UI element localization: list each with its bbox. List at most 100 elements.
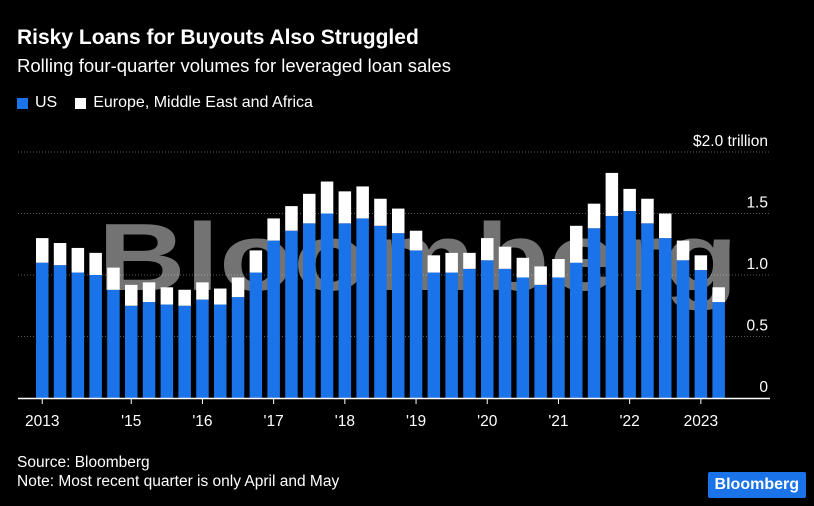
bar-emea bbox=[214, 288, 227, 305]
legend-item-emea: Europe, Middle East and Africa bbox=[75, 94, 313, 112]
bar-us bbox=[53, 265, 67, 398]
bar-emea bbox=[534, 266, 547, 285]
bar-emea bbox=[196, 282, 209, 300]
bar-emea bbox=[178, 289, 191, 306]
bar-us bbox=[303, 223, 316, 398]
bar-emea bbox=[498, 246, 512, 269]
bar-us bbox=[445, 272, 458, 398]
bar-emea bbox=[605, 172, 619, 216]
x-tick-label: '20 bbox=[477, 413, 498, 430]
bar-emea bbox=[427, 255, 441, 273]
bar-emea bbox=[712, 287, 725, 303]
bar-emea bbox=[356, 186, 369, 219]
bar-us bbox=[214, 304, 227, 398]
bar-emea bbox=[231, 277, 245, 298]
bar-us bbox=[107, 289, 120, 398]
legend-label-us: US bbox=[35, 94, 58, 111]
bar-emea bbox=[71, 247, 85, 273]
stacked-bar-chart: 00.51.01.5$2.0 trillionBloomberg2013'15'… bbox=[18, 133, 770, 430]
y-tick-label: 0 bbox=[759, 379, 768, 396]
bar-us bbox=[694, 270, 708, 398]
bar-us bbox=[552, 277, 565, 398]
bar-us bbox=[463, 268, 476, 398]
bar-us bbox=[196, 299, 209, 398]
bar-us bbox=[178, 305, 191, 398]
x-tick-label: 2013 bbox=[25, 413, 59, 430]
bar-us bbox=[249, 272, 263, 398]
bar-us bbox=[623, 211, 636, 398]
bar-emea bbox=[676, 240, 690, 261]
x-tick-label: '15 bbox=[121, 413, 141, 430]
bar-emea bbox=[107, 267, 120, 290]
bar-emea bbox=[623, 188, 636, 212]
chart-title: Risky Loans for Buyouts Also Struggled bbox=[17, 26, 419, 49]
bar-emea bbox=[374, 198, 387, 226]
legend-label-emea: Europe, Middle East and Africa bbox=[93, 94, 313, 111]
bar-us bbox=[36, 262, 49, 398]
bar-emea bbox=[587, 203, 601, 229]
y-tick-label: 1.0 bbox=[746, 256, 768, 273]
bar-us bbox=[481, 260, 494, 398]
bar-us bbox=[498, 268, 512, 398]
bar-emea bbox=[552, 259, 565, 278]
legend: US Europe, Middle East and Africa bbox=[17, 94, 331, 112]
y-tick-label: 1.5 bbox=[746, 195, 768, 212]
bloomberg-logo-badge: Bloomberg bbox=[707, 472, 806, 498]
bar-us bbox=[587, 228, 601, 398]
x-tick-label: '22 bbox=[620, 413, 640, 430]
bar-emea bbox=[285, 206, 298, 231]
bar-us bbox=[71, 272, 85, 398]
x-tick-label: '18 bbox=[335, 413, 355, 430]
bar-us bbox=[605, 215, 619, 398]
bar-emea bbox=[249, 250, 263, 273]
bar-us bbox=[320, 213, 334, 398]
bar-emea bbox=[303, 193, 316, 224]
legend-item-us: US bbox=[17, 94, 57, 112]
note-text: Note: Most recent quarter is only April … bbox=[17, 473, 340, 490]
chart-subtitle: Rolling four-quarter volumes for leverag… bbox=[17, 55, 451, 76]
bar-emea bbox=[320, 181, 334, 214]
bar-us bbox=[534, 284, 547, 398]
bar-us bbox=[374, 225, 387, 398]
bar-us bbox=[231, 297, 245, 398]
bar-emea bbox=[338, 191, 352, 224]
bar-emea bbox=[694, 255, 708, 271]
bar-emea bbox=[53, 243, 67, 266]
bar-emea bbox=[267, 218, 280, 241]
bar-us bbox=[392, 233, 405, 398]
bar-emea bbox=[392, 208, 405, 234]
bar-us bbox=[125, 305, 138, 398]
bar-emea bbox=[641, 198, 654, 224]
source-text: Source: Bloomberg bbox=[17, 454, 150, 471]
bar-emea bbox=[516, 257, 530, 278]
bar-us bbox=[356, 218, 369, 398]
bar-emea bbox=[445, 252, 458, 273]
bar-emea bbox=[89, 252, 102, 275]
bar-emea bbox=[160, 287, 174, 305]
bar-emea bbox=[142, 282, 156, 303]
bar-us bbox=[285, 230, 298, 398]
bar-emea bbox=[409, 230, 423, 251]
bar-emea bbox=[463, 252, 476, 269]
bar-emea bbox=[36, 238, 49, 263]
y-tick-label: $2.0 trillion bbox=[693, 133, 768, 150]
bar-us bbox=[267, 240, 280, 398]
x-tick-label: '21 bbox=[548, 413, 568, 430]
bar-emea bbox=[481, 238, 494, 261]
bar-us bbox=[516, 277, 530, 398]
y-tick-label: 0.5 bbox=[746, 318, 768, 335]
x-tick-label: 2023 bbox=[684, 413, 718, 430]
bar-emea bbox=[659, 213, 672, 239]
legend-swatch-emea bbox=[75, 97, 87, 109]
x-tick-label: '19 bbox=[406, 413, 426, 430]
legend-swatch-us bbox=[17, 97, 28, 109]
bar-us bbox=[570, 262, 583, 398]
bar-us bbox=[142, 302, 156, 398]
bar-emea bbox=[125, 284, 138, 306]
bar-us bbox=[641, 223, 654, 398]
bar-us bbox=[676, 260, 690, 398]
bar-us bbox=[409, 250, 423, 398]
bar-us bbox=[160, 304, 174, 398]
bar-us bbox=[659, 238, 672, 398]
bar-emea bbox=[570, 225, 583, 263]
